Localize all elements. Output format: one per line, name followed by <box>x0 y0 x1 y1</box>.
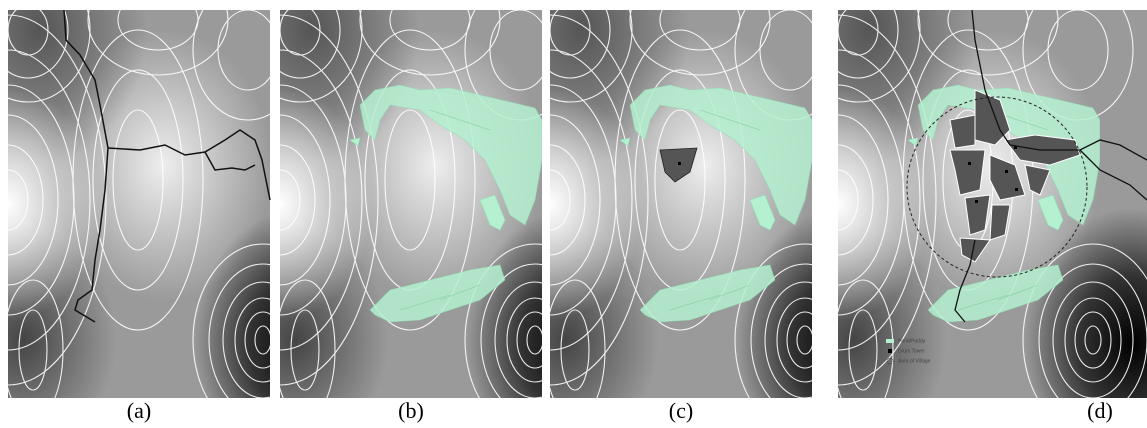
legend-label: Pond/Paddy <box>898 338 926 344</box>
legend-swatch <box>886 357 894 365</box>
stream <box>954 9 1147 323</box>
village-area <box>906 96 1088 278</box>
panel-b: (b) <box>182 0 542 423</box>
panel-label: (c) <box>669 398 693 423</box>
panel-label: (a) <box>127 398 151 423</box>
panel-c: (c) <box>452 0 812 423</box>
panel-d: Pond/Paddy Drum Tower Area of Village (d… <box>740 9 1147 423</box>
legend-label: Area of Village <box>898 358 931 364</box>
drum-towers <box>968 146 1018 203</box>
panel-label: (d) <box>1087 398 1113 423</box>
stream <box>63 9 109 323</box>
legend: Pond/Paddy Drum Tower Area of Village <box>886 338 931 364</box>
legend-label: Drum Tower <box>898 348 925 354</box>
panel-a: (a) <box>0 9 271 423</box>
drum-tower <box>678 162 681 165</box>
legend-swatch <box>888 349 892 353</box>
stream <box>107 129 271 201</box>
panel-label: (b) <box>398 398 424 423</box>
legend-swatch <box>886 339 894 343</box>
